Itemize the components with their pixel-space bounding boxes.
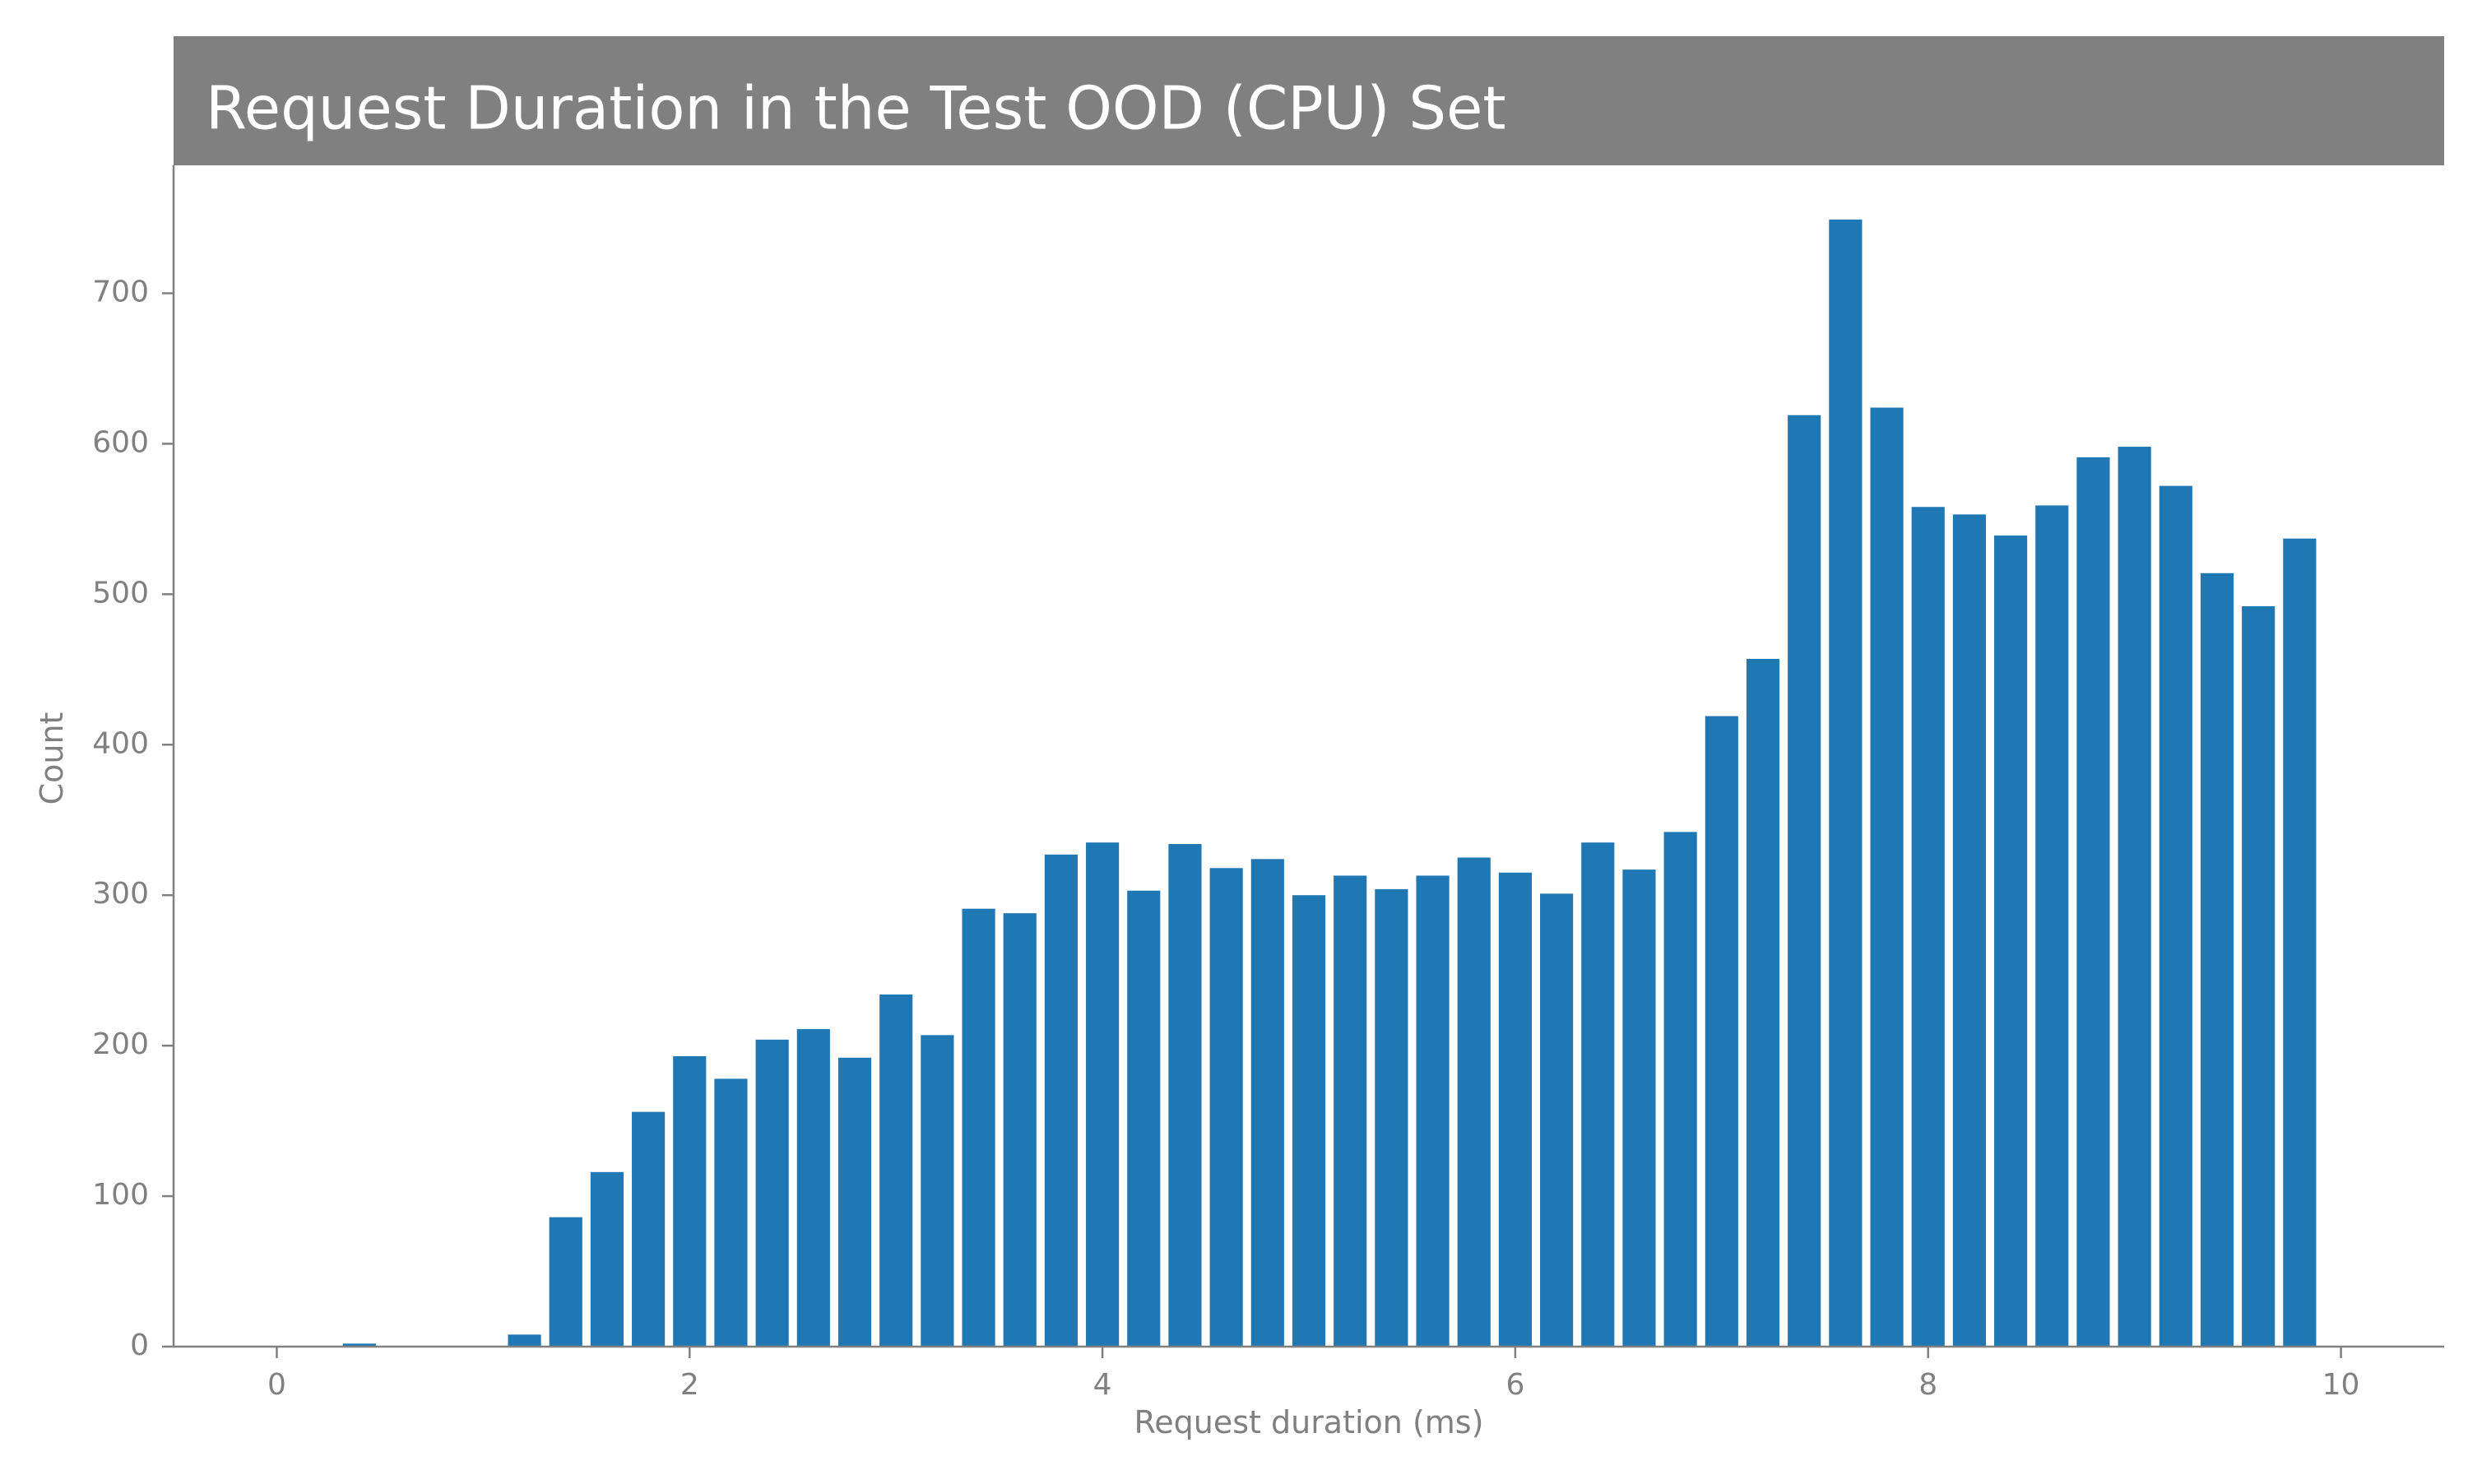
bar-2	[342, 1343, 376, 1347]
bar-17	[962, 908, 995, 1347]
x-tick-label: 2	[680, 1368, 699, 1402]
bar-20	[1086, 842, 1120, 1347]
y-tick-label: 0	[130, 1329, 149, 1362]
y-tick-label: 100	[92, 1178, 149, 1212]
bar-41	[1952, 514, 1986, 1347]
bar-18	[1003, 913, 1037, 1347]
bar-23	[1209, 868, 1243, 1347]
bar-13	[796, 1029, 830, 1347]
bar-48	[2242, 605, 2275, 1347]
y-tick-label: 700	[92, 275, 149, 308]
bar-26	[1334, 875, 1367, 1347]
bar-15	[879, 994, 913, 1347]
x-tick-label: 0	[267, 1368, 286, 1402]
bar-46	[2159, 485, 2192, 1347]
y-tick-label: 600	[92, 425, 149, 459]
y-axis-label: Count	[34, 712, 70, 805]
bar-7	[549, 1217, 582, 1347]
bar-43	[2035, 505, 2069, 1347]
x-tick-label: 10	[2322, 1368, 2360, 1402]
bar-27	[1375, 888, 1408, 1347]
x-ticks-group: 0 2 4 6 8 10	[267, 1347, 2359, 1402]
bar-29	[1457, 857, 1491, 1347]
y-tick-label: 400	[92, 726, 149, 760]
bar-35	[1705, 716, 1738, 1347]
bar-21	[1127, 890, 1161, 1347]
bar-28	[1416, 875, 1450, 1347]
title-band	[174, 36, 2444, 165]
bar-47	[2200, 573, 2234, 1347]
bar-19	[1044, 854, 1078, 1347]
bar-8	[590, 1171, 624, 1347]
bar-37	[1788, 415, 1821, 1347]
bar-25	[1292, 895, 1326, 1347]
bars-group	[342, 219, 2317, 1347]
bar-38	[1829, 219, 1863, 1347]
bar-10	[673, 1055, 707, 1347]
y-ticks-group: 0 100 200 300 400 500 600 700	[92, 275, 174, 1362]
bar-6	[508, 1334, 541, 1347]
bar-12	[755, 1039, 789, 1347]
x-tick-label: 6	[1505, 1368, 1524, 1402]
bar-11	[714, 1078, 748, 1347]
bar-49	[2283, 538, 2317, 1347]
bar-32	[1581, 842, 1615, 1347]
bar-45	[2118, 447, 2151, 1347]
bar-42	[1994, 536, 2028, 1347]
bar-33	[1622, 870, 1656, 1347]
bar-40	[1911, 507, 1945, 1347]
x-axis-label: Request duration (ms)	[1134, 1404, 1484, 1440]
y-tick-label: 500	[92, 576, 149, 610]
bar-31	[1540, 893, 1574, 1347]
y-tick-label: 300	[92, 877, 149, 911]
bar-36	[1746, 659, 1780, 1347]
y-tick-label: 200	[92, 1027, 149, 1061]
bar-14	[837, 1057, 872, 1347]
chart-title: Request Duration in the Test OOD (CPU) S…	[206, 74, 1506, 143]
x-tick-label: 4	[1093, 1368, 1112, 1402]
bar-16	[921, 1035, 954, 1347]
bar-34	[1663, 832, 1697, 1347]
bar-30	[1498, 872, 1532, 1347]
bar-22	[1168, 844, 1202, 1347]
bar-9	[632, 1111, 666, 1347]
bar-39	[1870, 407, 1904, 1347]
bar-44	[2076, 457, 2110, 1347]
x-tick-label: 8	[1918, 1368, 1937, 1402]
bar-24	[1250, 859, 1284, 1347]
